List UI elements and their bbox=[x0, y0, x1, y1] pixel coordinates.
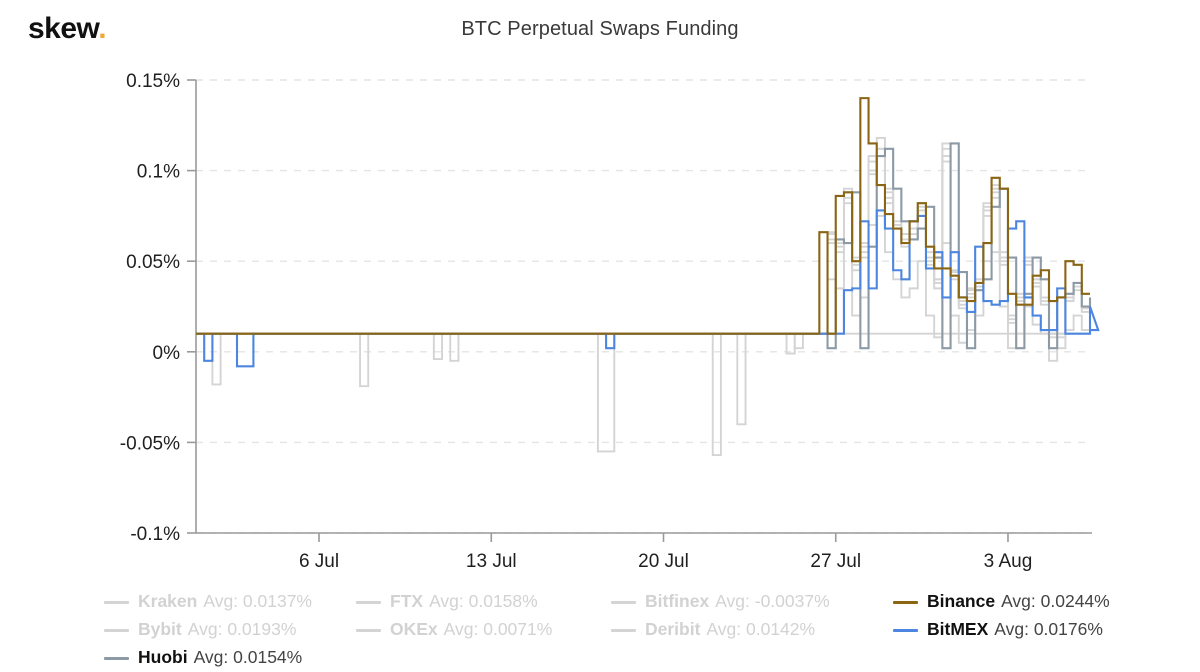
legend-series-name: BitMEX bbox=[927, 619, 989, 640]
legend-series-average: Avg: 0.0176% bbox=[994, 619, 1103, 640]
funding-step-chart: 0.15% 0.1% 0.05% 0% -0.05% -0.1% 6 Jul 13 Jul 20… bbox=[120, 71, 1100, 572]
series-line-okex bbox=[196, 214, 1091, 362]
legend-series-average: Avg: 0.0244% bbox=[1001, 591, 1110, 612]
series-line-deribit bbox=[196, 155, 1091, 339]
x-axis-label: 13 Jul bbox=[466, 551, 517, 572]
legend-item-okex[interactable]: OKEx Avg: 0.0071% bbox=[356, 621, 611, 639]
series-line-ftx bbox=[196, 147, 1091, 335]
legend-item-bitfinex[interactable]: Bitfinex Avg: -0.0037% bbox=[611, 593, 893, 611]
x-axis-label: 27 Jul bbox=[810, 551, 861, 572]
legend-item-bitmex[interactable]: BitMEX Avg: 0.0176% bbox=[893, 621, 1153, 639]
logo-text: skew bbox=[28, 12, 99, 45]
legend-series-average: Avg: -0.0037% bbox=[715, 591, 830, 612]
legend-series-average: Avg: 0.0071% bbox=[443, 619, 553, 640]
legend-item-binance[interactable]: Binance Avg: 0.0244% bbox=[893, 593, 1153, 611]
y-axis-label: -0.05% bbox=[120, 433, 180, 454]
chart-legend: Kraken Avg: 0.0137% FTX Avg: 0.0158% Bitfine… bbox=[104, 588, 1164, 672]
legend-swatch-icon bbox=[611, 628, 636, 632]
skew-logo: skew. bbox=[28, 12, 107, 45]
x-axis-label: 6 Jul bbox=[299, 551, 339, 572]
y-axis-label: 0.15% bbox=[126, 71, 180, 92]
legend-series-name: Bybit bbox=[138, 619, 182, 640]
x-axis-label: 3 Aug bbox=[984, 551, 1033, 572]
legend-swatch-icon bbox=[356, 600, 381, 604]
legend-swatch-icon bbox=[893, 600, 918, 604]
legend-swatch-icon bbox=[356, 628, 381, 632]
legend-series-name: FTX bbox=[390, 591, 424, 612]
y-axis-label: 0% bbox=[153, 343, 181, 364]
y-axis-label: -0.1% bbox=[130, 524, 180, 545]
legend-series-name: Kraken bbox=[138, 591, 198, 612]
legend-item-huobi[interactable]: Huobi Avg: 0.0154% bbox=[104, 649, 356, 667]
series-line-huobi bbox=[196, 142, 1092, 350]
legend-swatch-icon bbox=[104, 628, 129, 632]
legend-series-name: Binance bbox=[927, 591, 996, 612]
legend-series-average: Avg: 0.0154% bbox=[193, 647, 303, 668]
legend-swatch-icon bbox=[104, 656, 129, 660]
legend-swatch-icon bbox=[104, 600, 129, 604]
legend-swatch-icon bbox=[611, 600, 636, 604]
legend-series-average: Avg: 0.0142% bbox=[706, 619, 816, 640]
page-title: BTC Perpetual Swaps Funding bbox=[461, 18, 739, 40]
x-axis-label: 20 Jul bbox=[638, 551, 689, 572]
legend-series-name: Huobi bbox=[138, 647, 188, 668]
legend-item-deribit[interactable]: Deribit Avg: 0.0142% bbox=[611, 621, 893, 639]
series-line-bybit bbox=[196, 147, 1091, 335]
legend-series-average: Avg: 0.0193% bbox=[187, 619, 297, 640]
legend-item-kraken[interactable]: Kraken Avg: 0.0137% bbox=[104, 593, 356, 611]
y-axis-label: 0.1% bbox=[137, 162, 180, 183]
legend-series-average: Avg: 0.0137% bbox=[203, 591, 312, 612]
legend-series-name: Deribit bbox=[645, 619, 701, 640]
series-line-kraken bbox=[196, 137, 1091, 335]
legend-series-name: OKEx bbox=[390, 619, 438, 640]
legend-item-bybit[interactable]: Bybit Avg: 0.0193% bbox=[104, 621, 356, 639]
y-axis-label: 0.05% bbox=[126, 252, 180, 273]
chart-canvas: 0.15% 0.1% 0.05% 0% -0.05% -0.1% 6 Jul 13 Jul 20… bbox=[0, 52, 1200, 582]
legend-swatch-icon bbox=[893, 628, 918, 632]
legend-item-ftx[interactable]: FTX Avg: 0.0158% bbox=[356, 593, 611, 611]
legend-series-average: Avg: 0.0158% bbox=[429, 591, 538, 612]
logo-dot: . bbox=[98, 12, 107, 45]
series-line-binance bbox=[196, 97, 1090, 335]
legend-series-name: Bitfinex bbox=[645, 591, 710, 612]
